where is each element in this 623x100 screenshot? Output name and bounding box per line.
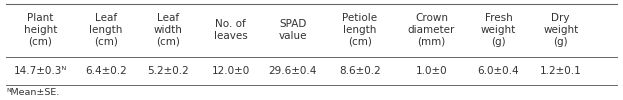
Text: SPAD
value: SPAD value xyxy=(278,19,307,41)
Text: 5.2±0.2: 5.2±0.2 xyxy=(147,66,189,76)
Text: 8.6±0.2: 8.6±0.2 xyxy=(339,66,381,76)
Text: 6.0±0.4: 6.0±0.4 xyxy=(478,66,519,76)
Text: Leaf
width
(cm): Leaf width (cm) xyxy=(154,13,183,47)
Text: 14.7±0.3ᴺ: 14.7±0.3ᴺ xyxy=(14,66,67,76)
Text: ᴺMean±SE.: ᴺMean±SE. xyxy=(6,88,59,97)
Text: Petiole
length
(cm): Petiole length (cm) xyxy=(342,13,378,47)
Text: Plant
height
(cm): Plant height (cm) xyxy=(24,13,57,47)
Text: Dry
weight
(g): Dry weight (g) xyxy=(543,13,578,47)
Text: 12.0±0: 12.0±0 xyxy=(211,66,250,76)
Text: Leaf
length
(cm): Leaf length (cm) xyxy=(89,13,123,47)
Text: No. of
leaves: No. of leaves xyxy=(214,19,247,41)
Text: 1.0±0: 1.0±0 xyxy=(416,66,447,76)
Text: Crown
diameter
(mm): Crown diameter (mm) xyxy=(407,13,455,47)
Text: 6.4±0.2: 6.4±0.2 xyxy=(85,66,127,76)
Text: 1.2±0.1: 1.2±0.1 xyxy=(540,66,582,76)
Text: 29.6±0.4: 29.6±0.4 xyxy=(269,66,317,76)
Text: Fresh
weight
(g): Fresh weight (g) xyxy=(481,13,516,47)
